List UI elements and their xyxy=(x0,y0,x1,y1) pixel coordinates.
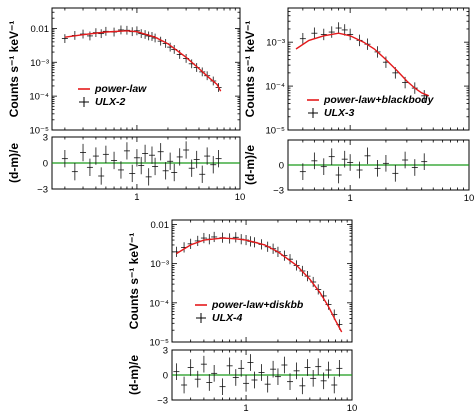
y-tick-label: 0.01 xyxy=(31,24,50,35)
y-tick-label: 10⁻⁴ xyxy=(265,82,285,93)
x-tick-label: 1 xyxy=(347,193,352,204)
resid-axis-label: (d-m)/e xyxy=(7,143,21,183)
chart-panel-3: 1 10 0.01 10⁻³ 10⁻⁴ 10⁻⁵3 0 −3 Counts s⁻¹ keV⁻¹ (… xyxy=(127,219,358,411)
resid-tick-label: 0 xyxy=(279,161,284,172)
y-tick-label: 10⁻³ xyxy=(30,58,49,69)
legend-label: power-law+diskbb xyxy=(211,299,304,311)
data-points xyxy=(61,25,222,92)
model-curve xyxy=(64,30,222,92)
y-tick-label: 10⁻⁵ xyxy=(265,126,285,137)
spectrum-axes-frame xyxy=(287,7,470,131)
spectrum-axes-frame xyxy=(51,7,241,131)
y-tick-label: 10⁻⁵ xyxy=(149,338,169,349)
x-tick-label: 10 xyxy=(235,192,246,203)
resid-tick-label: 0 xyxy=(163,371,168,382)
legend-label: power-law xyxy=(94,83,147,95)
legend-label: ULX-4 xyxy=(212,312,242,324)
chart-panel-2: 1 10 10⁻³ 10⁻⁴ 10⁻⁵ 0 −3 Counts s⁻¹ keV⁻¹ (d-m)/… xyxy=(243,7,474,204)
resid-tick-label: 3 xyxy=(43,133,48,144)
resid-axis-label: (d-m)/e xyxy=(243,145,257,185)
resid-tick-label: −3 xyxy=(273,186,284,197)
y-tick-label: 10⁻⁵ xyxy=(29,126,49,137)
x-tick-label: 10 xyxy=(464,193,474,204)
y-tick-label: 10⁻⁴ xyxy=(149,298,169,309)
resid-tick-label: 0 xyxy=(43,159,48,170)
y-tick-label: 10⁻³ xyxy=(150,259,169,270)
model-curve xyxy=(176,237,343,333)
resid-tick-label: −3 xyxy=(37,185,48,196)
y-tick-label: 10⁻³ xyxy=(266,38,285,49)
spectrum-axes-frame xyxy=(171,219,353,343)
y-tick-label: 0.01 xyxy=(151,220,170,231)
legend-label: ULX-2 xyxy=(95,96,125,108)
resid-tick-label: 3 xyxy=(163,346,168,357)
y-axis-label: Counts s⁻¹ keV⁻¹ xyxy=(243,21,257,118)
chart-panel-1: 1 10 0.01 10⁻³ 10⁻⁴ 10⁻⁵3 0 −3 Counts s⁻¹ keV⁻¹ (… xyxy=(7,7,246,203)
data-points xyxy=(295,22,430,102)
y-axis-label: Counts s⁻¹ keV⁻¹ xyxy=(7,21,21,118)
model-curve xyxy=(295,32,430,97)
x-tick-label: 1 xyxy=(134,192,139,203)
data-points xyxy=(173,231,343,333)
resid-axis-label: (d-m)/e xyxy=(127,355,141,395)
x-tick-label: 10 xyxy=(347,403,358,411)
legend-label: power-law+blackbody xyxy=(323,94,435,106)
legend-label: ULX-3 xyxy=(324,107,354,119)
y-tick-label: 10⁻⁴ xyxy=(29,92,49,103)
resid-tick-label: −3 xyxy=(157,396,168,407)
y-axis-label: Counts s⁻¹ keV⁻¹ xyxy=(127,233,141,330)
x-tick-label: 1 xyxy=(243,403,248,411)
